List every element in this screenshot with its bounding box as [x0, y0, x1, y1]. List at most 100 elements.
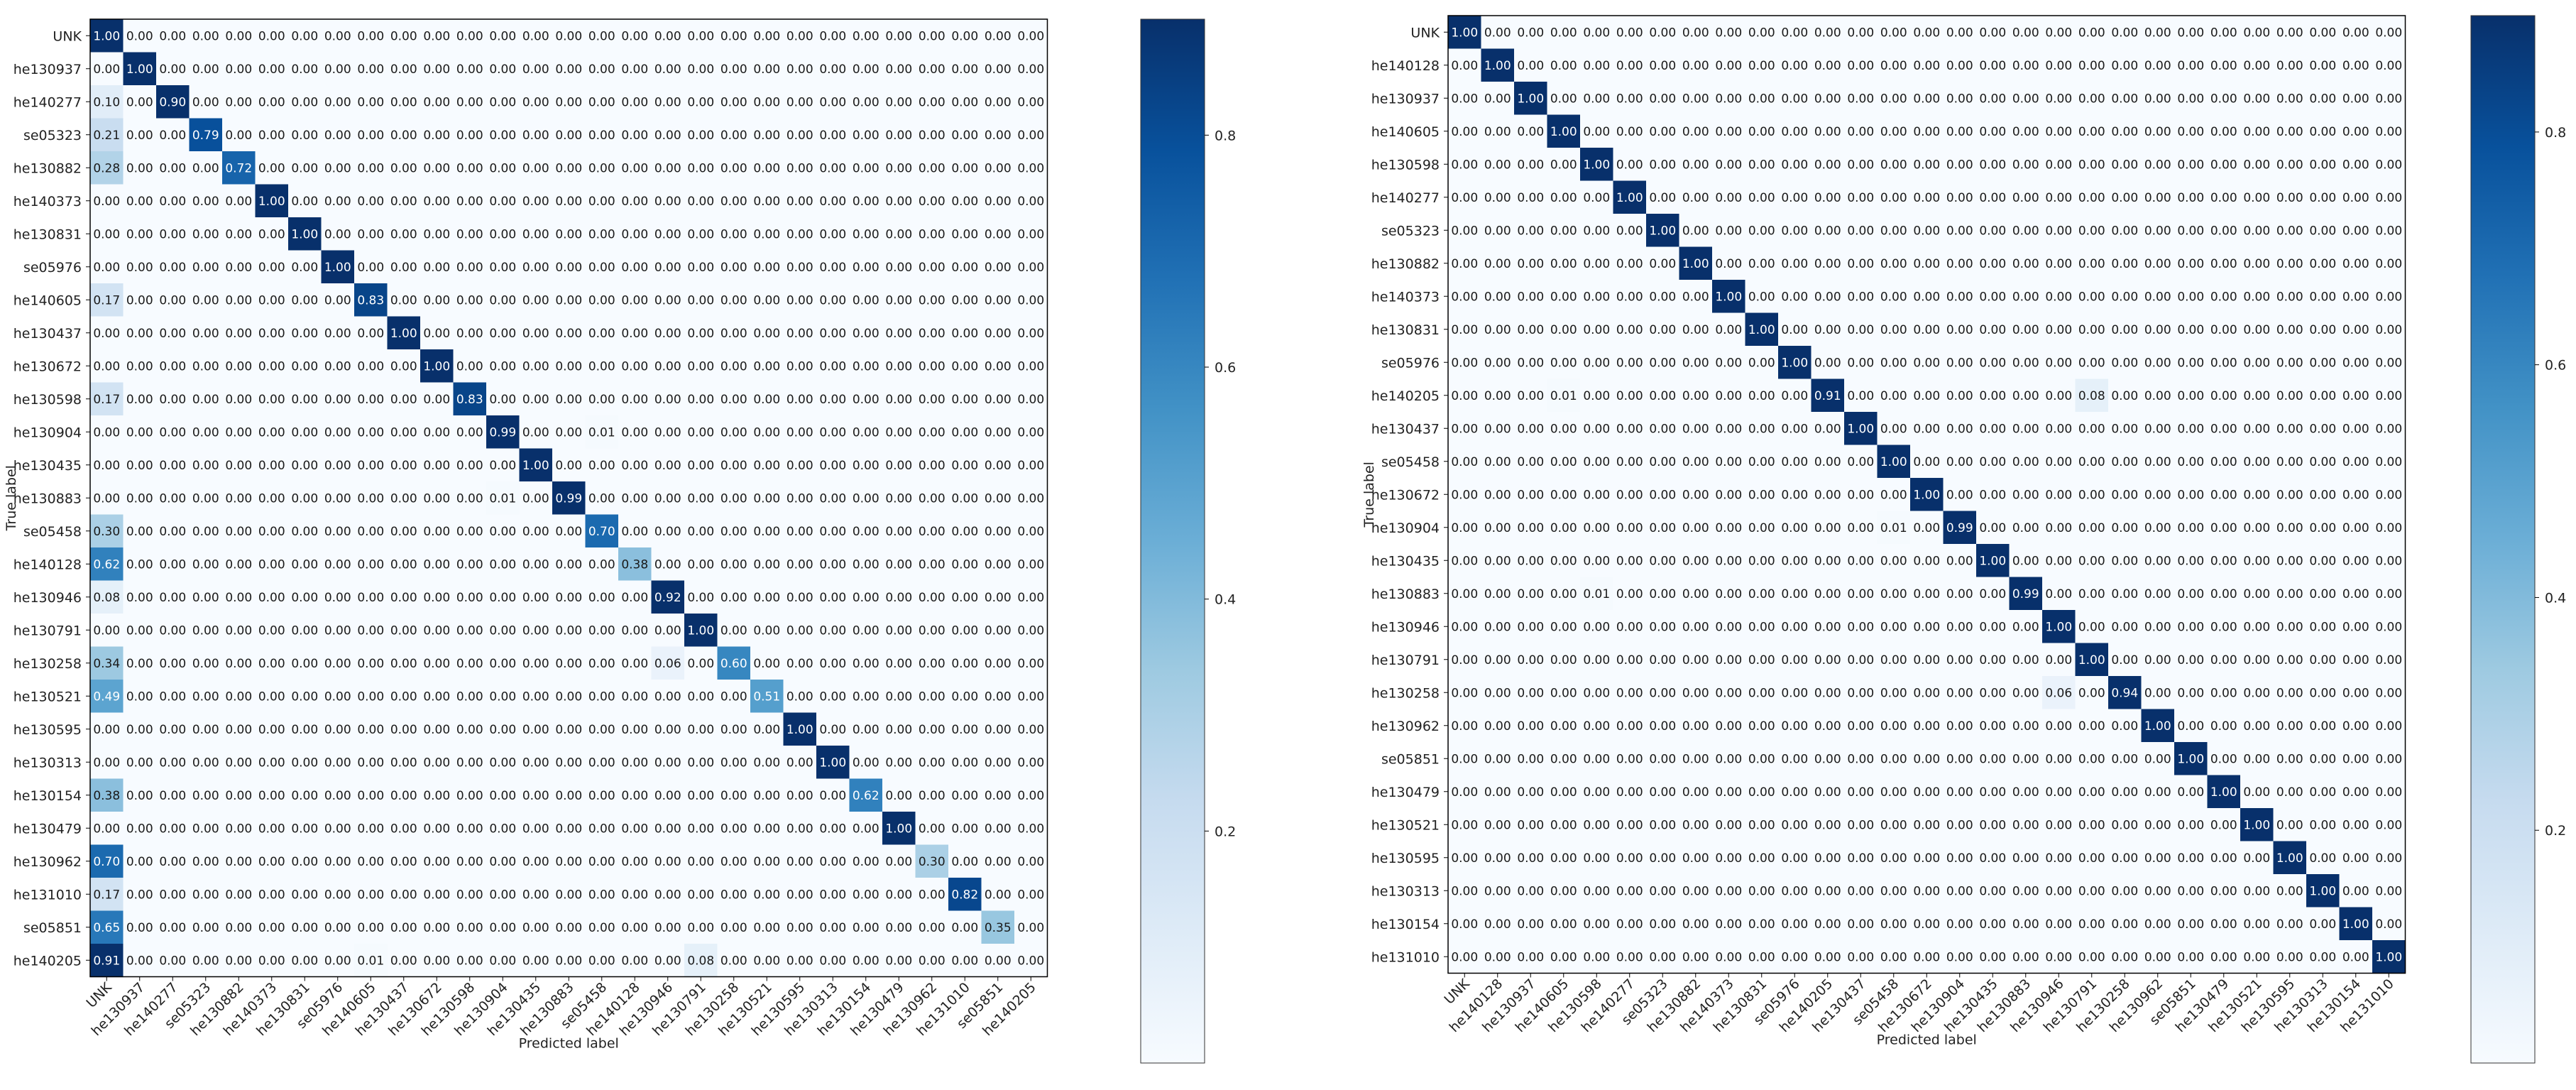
heatmap-cell: [717, 415, 751, 449]
heatmap-cell: [1014, 19, 1048, 53]
cell-value-label: 0.00: [687, 29, 714, 43]
heatmap-cell: [816, 52, 850, 86]
heatmap-cell: [354, 382, 388, 416]
cell-value-label: 0.00: [2045, 422, 2072, 436]
cell-value-label: 0.00: [1517, 26, 1544, 40]
cell-value-label: 0.00: [919, 129, 946, 143]
cell-value-label: 0.00: [522, 657, 549, 671]
cell-value-label: 0.00: [390, 95, 417, 109]
cell-value-label: 0.00: [456, 855, 483, 869]
heatmap-cell: [123, 85, 157, 119]
cell-value-label: 0.00: [291, 822, 318, 836]
heatmap-cell: [684, 184, 718, 218]
cell-value-label: 0.00: [1682, 389, 1709, 403]
cell-value-label: 0.00: [1517, 686, 1544, 700]
cell-value-label: 0.00: [1484, 620, 1511, 634]
cell-value-label: 0.00: [2375, 224, 2402, 238]
cell-value-label: 0.72: [225, 161, 252, 175]
cell-value-label: 0.00: [1616, 59, 1643, 73]
cell-value-label: 0.00: [885, 459, 912, 473]
cell-value-label: 0.00: [1583, 620, 1610, 634]
y-tick-label: he131010: [1371, 949, 1440, 965]
cell-value-label: 0.00: [2111, 389, 2138, 403]
cell-value-label: 1.00: [2210, 785, 2237, 800]
cell-value-label: 0.00: [456, 62, 483, 77]
cell-value-label: 0.00: [853, 95, 879, 109]
heatmap-cell: [684, 118, 718, 152]
heatmap-cell: [849, 118, 883, 152]
heatmap-cell: [618, 283, 652, 317]
cell-value-label: 1.00: [2309, 884, 2336, 898]
cell-value-label: 0.00: [786, 359, 813, 374]
cell-value-label: 0.00: [2243, 884, 2270, 898]
cell-value-label: 0.92: [654, 591, 681, 605]
cell-value-label: 0.00: [753, 29, 780, 43]
cell-value-label: 0.00: [1017, 29, 1044, 43]
cell-value-label: 0.00: [489, 359, 516, 374]
cell-value-label: 0.00: [919, 723, 946, 737]
cell-value-label: 0.00: [1880, 191, 1907, 205]
cell-value-label: 0.00: [2078, 92, 2105, 106]
cell-value-label: 0.00: [1946, 224, 1973, 238]
cell-value-label: 0.00: [687, 425, 714, 440]
cell-value-label: 0.00: [1616, 620, 1643, 634]
cell-value-label: 0.00: [225, 623, 252, 638]
heatmap-cell: [915, 283, 949, 317]
cell-value-label: 0.00: [2375, 917, 2402, 932]
cell-value-label: 0.00: [885, 921, 912, 935]
cell-value-label: 0.00: [819, 723, 846, 737]
cell-value-label: 0.70: [93, 855, 120, 869]
cell-value-label: 0.00: [1682, 290, 1709, 304]
heatmap-cell: [453, 151, 487, 185]
cell-value-label: 0.00: [1748, 92, 1775, 106]
cell-value-label: 0.00: [885, 557, 912, 572]
cell-value-label: 0.00: [1946, 125, 1973, 139]
heatmap-cell: [519, 184, 553, 218]
cell-value-label: 0.00: [555, 557, 582, 572]
cell-value-label: 0.00: [985, 359, 1012, 374]
cell-value-label: 0.00: [2144, 785, 2171, 800]
cell-value-label: 0.00: [819, 888, 846, 902]
cell-value-label: 0.00: [555, 888, 582, 902]
cell-value-label: 0.00: [2111, 587, 2138, 601]
cell-value-label: 0.00: [1979, 719, 2006, 734]
cell-value-label: 0.00: [2012, 125, 2039, 139]
heatmap-cell: [882, 217, 916, 251]
cell-value-label: 0.00: [456, 293, 483, 307]
cell-value-label: 0.00: [423, 921, 450, 935]
cell-value-label: 0.00: [126, 690, 153, 704]
cell-value-label: 0.00: [621, 227, 648, 241]
heatmap-cell: [222, 151, 256, 185]
cell-value-label: 0.00: [357, 855, 384, 869]
cell-value-label: 0.00: [951, 756, 978, 770]
cell-value-label: 0.00: [522, 491, 549, 506]
cell-value-label: 0.00: [1880, 488, 1907, 502]
y-tick-label: he130962: [13, 854, 82, 870]
cell-value-label: 1.00: [2375, 950, 2402, 964]
cell-value-label: 0.00: [159, 161, 186, 175]
y-tick-label: he140605: [1371, 124, 1440, 140]
cell-value-label: 0.00: [1583, 851, 1610, 866]
cell-value-label: 0.00: [753, 359, 780, 374]
cell-value-label: 0.00: [423, 29, 450, 43]
cell-value-label: 0.00: [1781, 158, 1808, 172]
cell-value-label: 0.00: [919, 327, 946, 341]
cell-value-label: 0.00: [2078, 191, 2105, 205]
cell-value-label: 0.00: [456, 327, 483, 341]
heatmap-cell: [882, 118, 916, 152]
cell-value-label: 0.00: [588, 591, 615, 605]
cell-value-label: 0.00: [654, 261, 681, 275]
cell-value-label: 0.00: [1715, 356, 1742, 370]
heatmap-cell: [222, 283, 256, 317]
cell-value-label: 0.00: [885, 723, 912, 737]
heatmap-cell: [750, 19, 784, 53]
cell-value-label: 0.00: [2276, 884, 2303, 898]
cell-value-label: 0.00: [753, 62, 780, 77]
cell-value-label: 0.00: [1748, 59, 1775, 73]
cell-value-label: 0.00: [2309, 158, 2336, 172]
heatmap-cell: [453, 85, 487, 119]
cell-value-label: 0.00: [1649, 917, 1676, 932]
heatmap-cell: [222, 415, 256, 449]
cell-value-label: 0.00: [2309, 917, 2336, 932]
heatmap-cell: [354, 118, 388, 152]
